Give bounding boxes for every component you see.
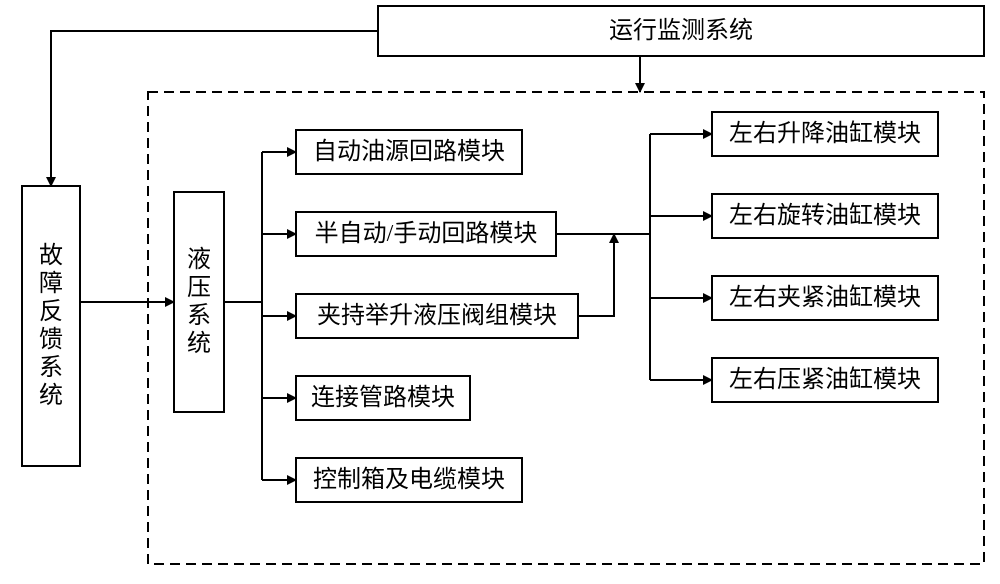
node-label-right2: 左右旋转油缸模块	[729, 202, 921, 229]
node-right4: 左右压紧油缸模块	[712, 358, 938, 402]
node-label-mid3: 夹持举升液压阀组模块	[317, 302, 557, 329]
node-hydraulic: 液压系统	[174, 192, 224, 412]
node-label-right1: 左右升降油缸模块	[729, 120, 921, 147]
node-label-mid4: 连接管路模块	[311, 384, 455, 411]
node-right2: 左右旋转油缸模块	[712, 194, 938, 238]
edge-mid3_up_to_rbus	[578, 234, 614, 316]
node-label-mid1: 自动油源回路模块	[313, 138, 505, 165]
node-mid3: 夹持举升液压阀组模块	[296, 294, 578, 338]
node-mid2: 半自动/手动回路模块	[296, 212, 556, 256]
node-label-right3: 左右夹紧油缸模块	[729, 284, 921, 311]
node-mid4: 连接管路模块	[296, 376, 470, 420]
node-mid5: 控制箱及电缆模块	[296, 458, 522, 502]
node-top: 运行监测系统	[378, 6, 984, 56]
node-fault: 故障反馈系统	[22, 186, 80, 466]
node-label-mid2: 半自动/手动回路模块	[315, 220, 538, 247]
node-right1: 左右升降油缸模块	[712, 112, 938, 156]
node-label-top: 运行监测系统	[609, 17, 753, 44]
node-right3: 左右夹紧油缸模块	[712, 276, 938, 320]
node-mid1: 自动油源回路模块	[296, 130, 522, 174]
system-flowchart: 运行监测系统故障反馈系统 液压系统 自动油源回路模块半自动/手动回路模块夹持举升液压…	[0, 0, 1000, 584]
node-label-mid5: 控制箱及电缆模块	[313, 466, 505, 493]
node-label-right4: 左右压紧油缸模块	[729, 366, 921, 393]
